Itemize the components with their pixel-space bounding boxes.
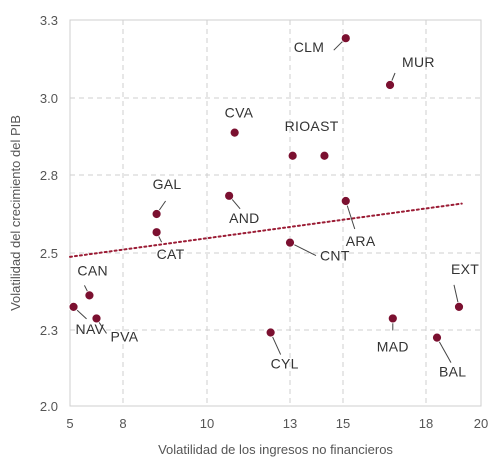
point-label: GAL <box>153 176 182 192</box>
grid <box>69 19 482 407</box>
y-tick-label: 3.0 <box>40 91 58 106</box>
point-label: NAV <box>76 321 105 337</box>
data-point <box>432 332 442 343</box>
x-axis-title: Volatilidad de los ingresos no financier… <box>158 442 393 457</box>
data-point <box>340 33 351 44</box>
data-point <box>287 150 298 161</box>
point-label: RIOAST <box>285 118 339 134</box>
point-label: BAL <box>439 364 466 380</box>
x-tick-label: 15 <box>336 416 350 431</box>
data-point <box>224 190 235 201</box>
point-label: MAD <box>377 338 409 354</box>
plot-border <box>69 19 482 407</box>
data-point <box>319 150 330 161</box>
data-point <box>340 196 351 206</box>
point-label: ARA <box>346 233 376 249</box>
data-point <box>91 313 102 324</box>
data-point <box>265 327 276 338</box>
point-label: CNT <box>320 248 350 264</box>
y-tick-label: 2.8 <box>40 168 58 183</box>
point-label: CAN <box>77 262 107 278</box>
point-label: CYL <box>271 356 299 372</box>
leader-lines <box>73 37 460 363</box>
y-axis-title: Volatilidad del crecimiento del PIB <box>8 115 23 311</box>
x-tick-label: 8 <box>119 416 126 431</box>
x-tick-label: 10 <box>200 416 214 431</box>
data-point <box>151 227 162 238</box>
point-label: CLM <box>294 39 324 55</box>
leader-line <box>345 200 356 230</box>
x-tick-label: 13 <box>283 416 297 431</box>
tick-labels: 5 8 10 13 15 18 20 2.0 2.3 2.5 2.8 3.0 3.3 <box>40 13 488 431</box>
data-point <box>285 237 295 248</box>
y-tick-label: 2.5 <box>40 246 58 261</box>
point-label: CVA <box>225 105 254 121</box>
x-tick-label: 5 <box>66 416 73 431</box>
data-points <box>68 33 464 343</box>
point-label: EXT <box>451 261 479 277</box>
data-point <box>68 301 79 312</box>
trendline-group <box>69 202 463 258</box>
x-tick-label: 20 <box>474 416 488 431</box>
x-tick-label: 18 <box>419 416 433 431</box>
y-tick-label: 2.3 <box>40 323 58 338</box>
data-point <box>387 313 398 324</box>
point-label: AND <box>229 210 259 226</box>
point-label: MUR <box>402 54 435 70</box>
data-point <box>84 290 95 301</box>
trendline <box>69 202 463 258</box>
y-tick-label: 2.0 <box>40 399 58 414</box>
point-label: CAT <box>157 246 185 262</box>
data-point <box>454 301 464 312</box>
y-tick-label: 3.3 <box>40 13 58 28</box>
point-label: PVA <box>111 328 139 344</box>
data-point <box>229 127 240 138</box>
data-point <box>151 209 162 219</box>
data-point <box>385 80 395 90</box>
